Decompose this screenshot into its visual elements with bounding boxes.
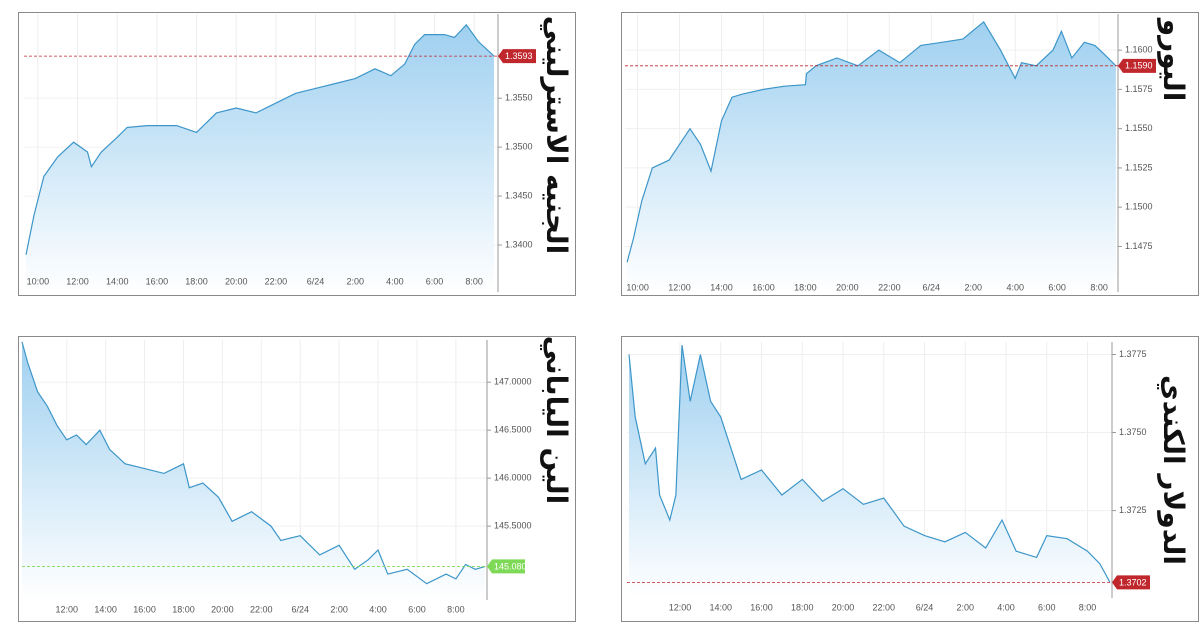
x-tick-label: 8:00	[447, 604, 465, 614]
chart-title: الجنيه الاسترليني	[540, 16, 573, 254]
x-tick-label: 22:00	[878, 282, 901, 292]
x-tick-label: 2:00	[330, 604, 348, 614]
y-tick-label: 1.3775	[1119, 349, 1147, 359]
y-tick-label: 1.1475	[1125, 241, 1153, 251]
y-tick-label: 1.3725	[1119, 505, 1147, 515]
area	[627, 21, 1116, 293]
x-tick-label: 22:00	[265, 276, 288, 286]
x-tick-label: 20:00	[836, 282, 859, 292]
line	[626, 20, 1117, 263]
current-label: 1.1590	[1125, 61, 1153, 71]
x-tick-label: 2:00	[957, 602, 975, 612]
y-tick-label: 145.5000	[494, 521, 532, 531]
chart-title: اليورو	[1157, 17, 1190, 102]
x-tick-label: 14:00	[106, 276, 129, 286]
y-tick-label: 1.3550	[505, 93, 533, 103]
line	[25, 23, 495, 255]
area	[26, 24, 494, 293]
y-tick-label: 1.3500	[505, 142, 533, 152]
area	[629, 345, 1110, 598]
x-tick-label: 6:00	[1038, 602, 1056, 612]
x-tick-label: 20:00	[225, 276, 248, 286]
y-tick-label: 1.1600	[1125, 44, 1153, 54]
current-label: 1.3593	[505, 51, 533, 61]
x-tick-label: 12:00	[669, 602, 692, 612]
y-tick-label: 147.0000	[494, 377, 532, 387]
x-tick-label: 10:00	[27, 276, 50, 286]
x-tick-label: 20:00	[211, 604, 234, 614]
x-tick-label: 10:00	[626, 282, 649, 292]
y-tick-label: 1.1575	[1125, 84, 1153, 94]
x-tick-label: 14:00	[94, 604, 117, 614]
area	[22, 341, 486, 600]
x-tick-label: 14:00	[709, 602, 732, 612]
x-tick-label: 20:00	[832, 602, 855, 612]
x-tick-label: 6/24	[916, 602, 934, 612]
x-tick-label: 12:00	[55, 604, 78, 614]
x-tick-label: 6:00	[426, 276, 444, 286]
current-badge	[1112, 575, 1150, 590]
y-tick-label: 1.1500	[1125, 202, 1153, 212]
x-tick-label: 4:00	[369, 604, 387, 614]
x-tick-label: 6:00	[1048, 282, 1066, 292]
x-tick-label: 18:00	[794, 282, 817, 292]
x-tick-label: 22:00	[250, 604, 273, 614]
x-tick-label: 16:00	[750, 602, 773, 612]
x-tick-label: 4:00	[386, 276, 404, 286]
x-tick-label: 8:00	[1079, 602, 1097, 612]
x-tick-label: 8:00	[465, 276, 483, 286]
x-tick-label: 8:00	[1090, 282, 1108, 292]
current-label: 1.3702	[1119, 577, 1147, 587]
x-tick-label: 12:00	[668, 282, 691, 292]
x-tick-label: 14:00	[710, 282, 733, 292]
x-tick-label: 18:00	[185, 276, 208, 286]
x-tick-label: 2:00	[964, 282, 982, 292]
x-tick-label: 18:00	[172, 604, 195, 614]
x-tick-label: 6/24	[291, 604, 309, 614]
current-badge	[1118, 58, 1156, 73]
y-tick-label: 1.3450	[505, 190, 533, 200]
chart-title: الين الياباني	[540, 336, 573, 504]
x-tick-label: 18:00	[791, 602, 814, 612]
x-tick-label: 2:00	[346, 276, 364, 286]
x-tick-label: 6/24	[307, 276, 325, 286]
line	[628, 345, 1111, 583]
chart-title: الدولار الكندي	[1157, 375, 1190, 565]
x-tick-label: 22:00	[872, 602, 895, 612]
y-tick-label: 1.3400	[505, 239, 533, 249]
line	[21, 341, 486, 585]
current-badge	[487, 559, 525, 574]
x-tick-label: 16:00	[133, 604, 156, 614]
x-tick-label: 4:00	[1006, 282, 1024, 292]
x-tick-label: 12:00	[66, 276, 89, 286]
x-tick-label: 6/24	[923, 282, 941, 292]
x-tick-label: 16:00	[146, 276, 169, 286]
current-label: 145.0800	[494, 561, 532, 571]
y-tick-label: 1.1550	[1125, 123, 1153, 133]
y-tick-label: 1.3750	[1119, 427, 1147, 437]
current-badge	[498, 49, 536, 64]
x-tick-label: 6:00	[408, 604, 426, 614]
y-tick-label: 146.0000	[494, 473, 532, 483]
x-tick-label: 16:00	[752, 282, 775, 292]
y-tick-label: 1.1525	[1125, 162, 1153, 172]
y-tick-label: 146.5000	[494, 425, 532, 435]
x-tick-label: 4:00	[997, 602, 1015, 612]
